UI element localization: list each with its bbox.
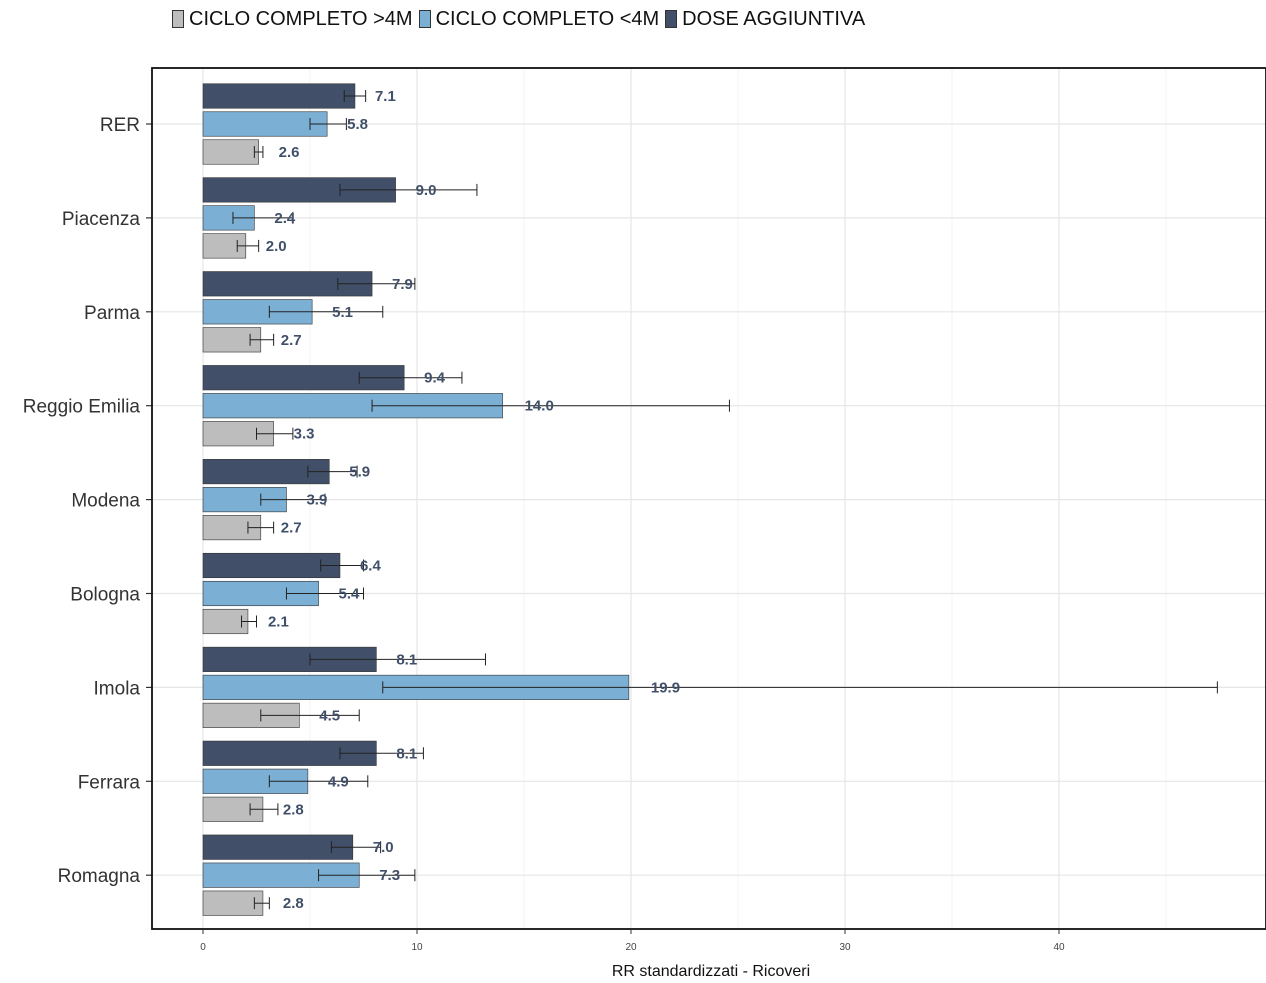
value-label: 2.7 [281,520,302,537]
category-label: Parma [84,303,140,324]
bar [203,835,353,860]
bar [203,84,355,109]
bar [203,553,340,578]
category-label: Romagna [58,866,141,887]
x-tick-label: 40 [1053,942,1065,953]
bar [203,112,327,137]
value-label: 6.4 [360,558,382,575]
category-label: Bologna [70,585,140,606]
category-label: RER [100,115,140,136]
value-label: 8.1 [396,745,417,762]
value-label: 4.5 [319,707,340,724]
value-label: 2.8 [283,895,304,912]
value-label: 2.1 [268,614,289,631]
value-label: 5.9 [349,464,370,481]
category-label: Ferrara [78,772,141,793]
value-label: 7.9 [392,276,413,293]
value-label: 8.1 [396,651,417,668]
value-label: 2.8 [283,801,304,818]
bar [203,140,259,165]
value-label: 14.0 [525,398,554,415]
category-label: Piacenza [62,209,141,230]
value-label: 9.4 [424,370,446,387]
x-tick-label: 20 [625,942,637,953]
x-tick-label: 0 [200,942,206,953]
category-label: Reggio Emilia [23,397,141,418]
x-tick-label: 30 [839,942,851,953]
category-label: Imola [94,678,141,699]
category-label: Modena [71,491,140,512]
value-label: 7.1 [375,88,396,105]
x-axis-title: RR standardizzati - Ricoveri [612,963,810,980]
value-label: 9.0 [416,182,437,199]
value-label: 3.3 [294,426,315,443]
value-label: 4.9 [328,773,349,790]
x-tick-label: 10 [411,942,423,953]
value-label: 2.7 [281,332,302,349]
value-label: 5.4 [339,586,361,603]
value-label: 2.6 [279,144,300,161]
value-label: 7.0 [373,839,394,856]
value-label: 3.9 [306,492,327,509]
value-label: 2.0 [266,238,287,255]
value-label: 5.1 [332,304,353,321]
value-label: 19.9 [651,679,680,696]
value-label: 7.3 [379,867,400,884]
value-label: 2.4 [274,210,296,227]
value-label: 5.8 [347,116,368,133]
